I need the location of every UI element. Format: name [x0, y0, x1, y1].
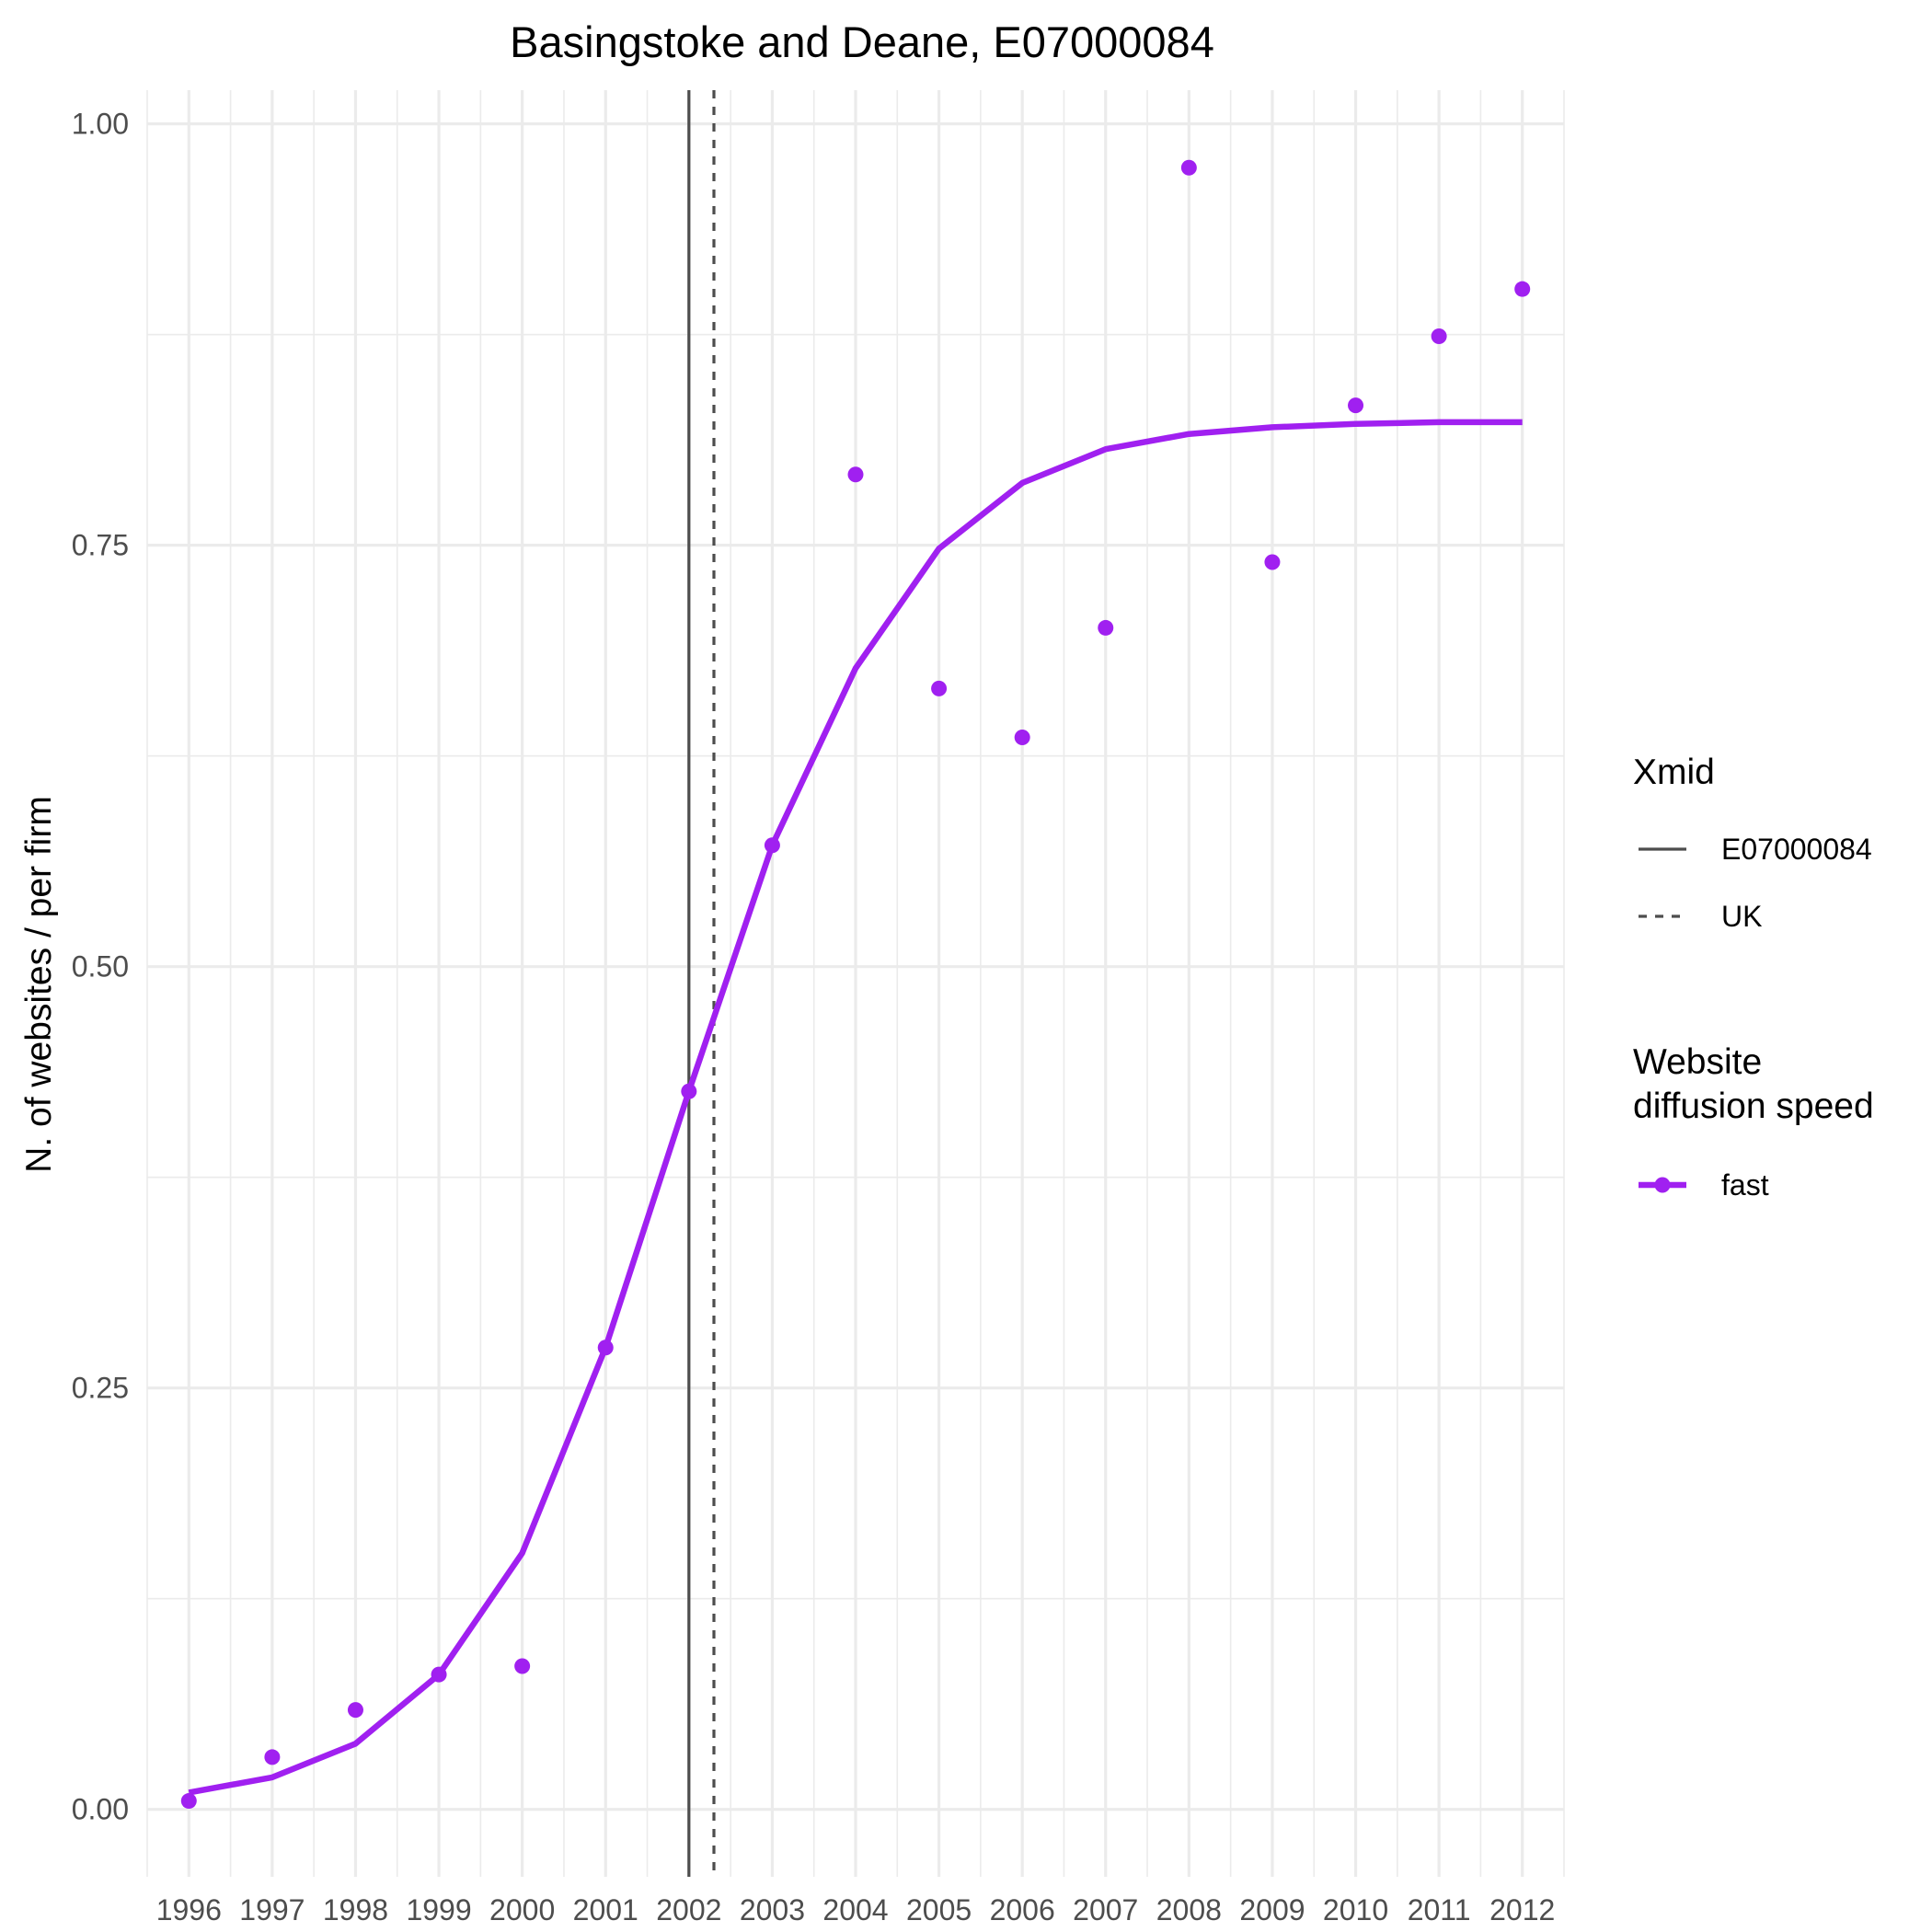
legend-label-e07000084: E07000084	[1721, 833, 1872, 866]
legend: Xmid E07000084 UK Website diffusion speed fas…	[1633, 753, 1874, 1202]
data-point	[764, 837, 780, 854]
x-tick-label: 1996	[156, 1893, 222, 1926]
x-tick-label: 2000	[489, 1893, 555, 1926]
grid-layer	[146, 90, 1565, 1877]
legend-title-xmid: Xmid	[1633, 753, 1715, 792]
data-point	[264, 1749, 281, 1765]
x-tick-label: 2002	[656, 1893, 721, 1926]
data-point	[1348, 397, 1364, 414]
y-tick-label: 0.50	[72, 950, 129, 983]
x-tick-label: 2012	[1489, 1893, 1555, 1926]
x-tick-label: 2001	[573, 1893, 638, 1926]
x-tick-label: 2010	[1323, 1893, 1388, 1926]
data-point	[1431, 328, 1447, 344]
legend-title-speed: Website	[1633, 1042, 1762, 1082]
y-tick-label: 1.00	[72, 108, 129, 141]
data-point	[1514, 281, 1531, 297]
legend-title-speed: diffusion speed	[1633, 1087, 1874, 1126]
data-point	[847, 466, 864, 483]
y-tick-label: 0.00	[72, 1793, 129, 1826]
data-point	[681, 1083, 697, 1099]
chart-title: Basingstoke and Deane, E07000084	[510, 17, 1214, 66]
x-tick-label: 2005	[906, 1893, 972, 1926]
data-point	[1014, 730, 1030, 746]
x-tick-label: 2004	[822, 1893, 888, 1926]
data-point	[1264, 554, 1281, 570]
data-point	[431, 1666, 447, 1683]
x-tick-label: 1999	[406, 1893, 471, 1926]
data-point	[931, 680, 948, 696]
data-point	[1098, 619, 1114, 636]
x-tick-label: 1997	[239, 1893, 305, 1926]
tick-labels: 0.00 0.25 0.50 0.75 1.00 1996 1997 1998 1999 2000…	[72, 108, 1556, 1926]
data-point	[597, 1340, 614, 1356]
legend-key-fast-point	[1654, 1177, 1671, 1193]
legend-label-uk: UK	[1721, 900, 1762, 933]
y-tick-label: 0.25	[72, 1372, 129, 1405]
series-line-fast	[188, 419, 1523, 1796]
data-point	[180, 1793, 197, 1810]
data-point	[347, 1702, 363, 1719]
y-axis-title: N. of websites / per firm	[19, 796, 59, 1173]
x-tick-label: 2007	[1073, 1893, 1138, 1926]
x-tick-label: 2006	[990, 1893, 1055, 1926]
series-layer	[180, 159, 1531, 1810]
data-point	[1180, 159, 1197, 176]
legend-label-fast: fast	[1721, 1168, 1769, 1202]
reference-lines	[687, 90, 716, 1877]
x-tick-label: 1998	[323, 1893, 388, 1926]
data-point	[514, 1658, 531, 1674]
x-tick-label: 2008	[1156, 1893, 1222, 1926]
x-tick-label: 2009	[1239, 1893, 1305, 1926]
y-tick-label: 0.75	[72, 529, 129, 562]
x-tick-label: 2003	[740, 1893, 805, 1926]
x-tick-label: 2011	[1408, 1893, 1471, 1926]
